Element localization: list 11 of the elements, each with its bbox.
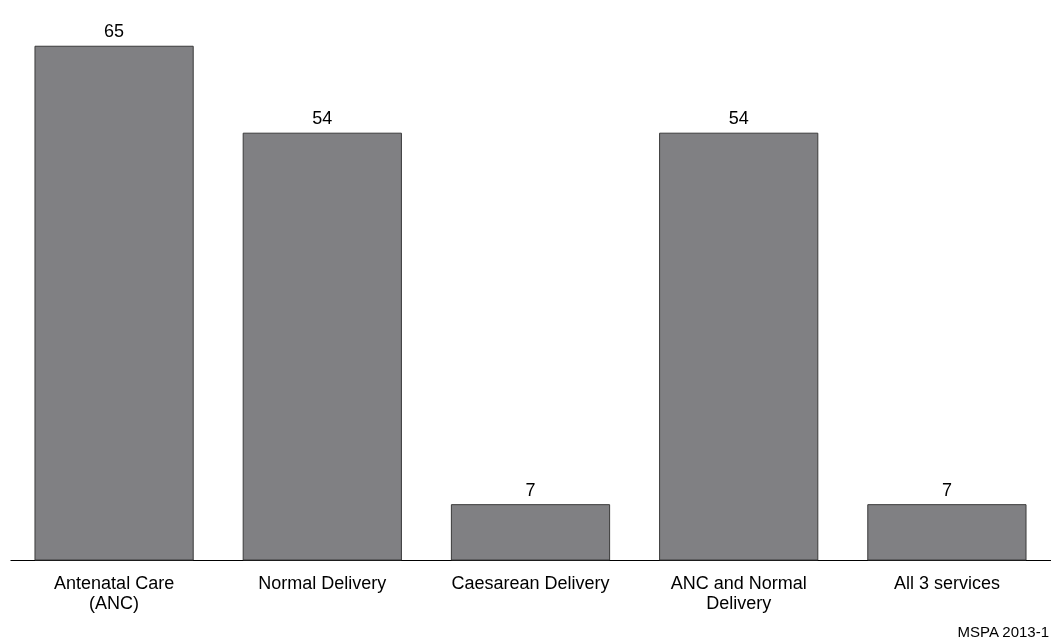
data-label: 7 <box>525 479 536 500</box>
x-tick-label: ANC and Normal Delivery <box>670 572 807 613</box>
x-tick-label: Caesarean Delivery <box>451 572 610 593</box>
x-tick-label: Antenatal Care (ANC) <box>54 572 175 613</box>
x-tick-label: All 3 services <box>893 572 1000 593</box>
data-label: 54 <box>312 108 333 129</box>
x-tick-label: Normal Delivery <box>258 572 387 593</box>
text: MSPA 2013-1 <box>957 623 1049 640</box>
data-label: 65 <box>104 21 125 42</box>
data-label: 7 <box>941 479 952 500</box>
data-label: 54 <box>728 108 749 129</box>
